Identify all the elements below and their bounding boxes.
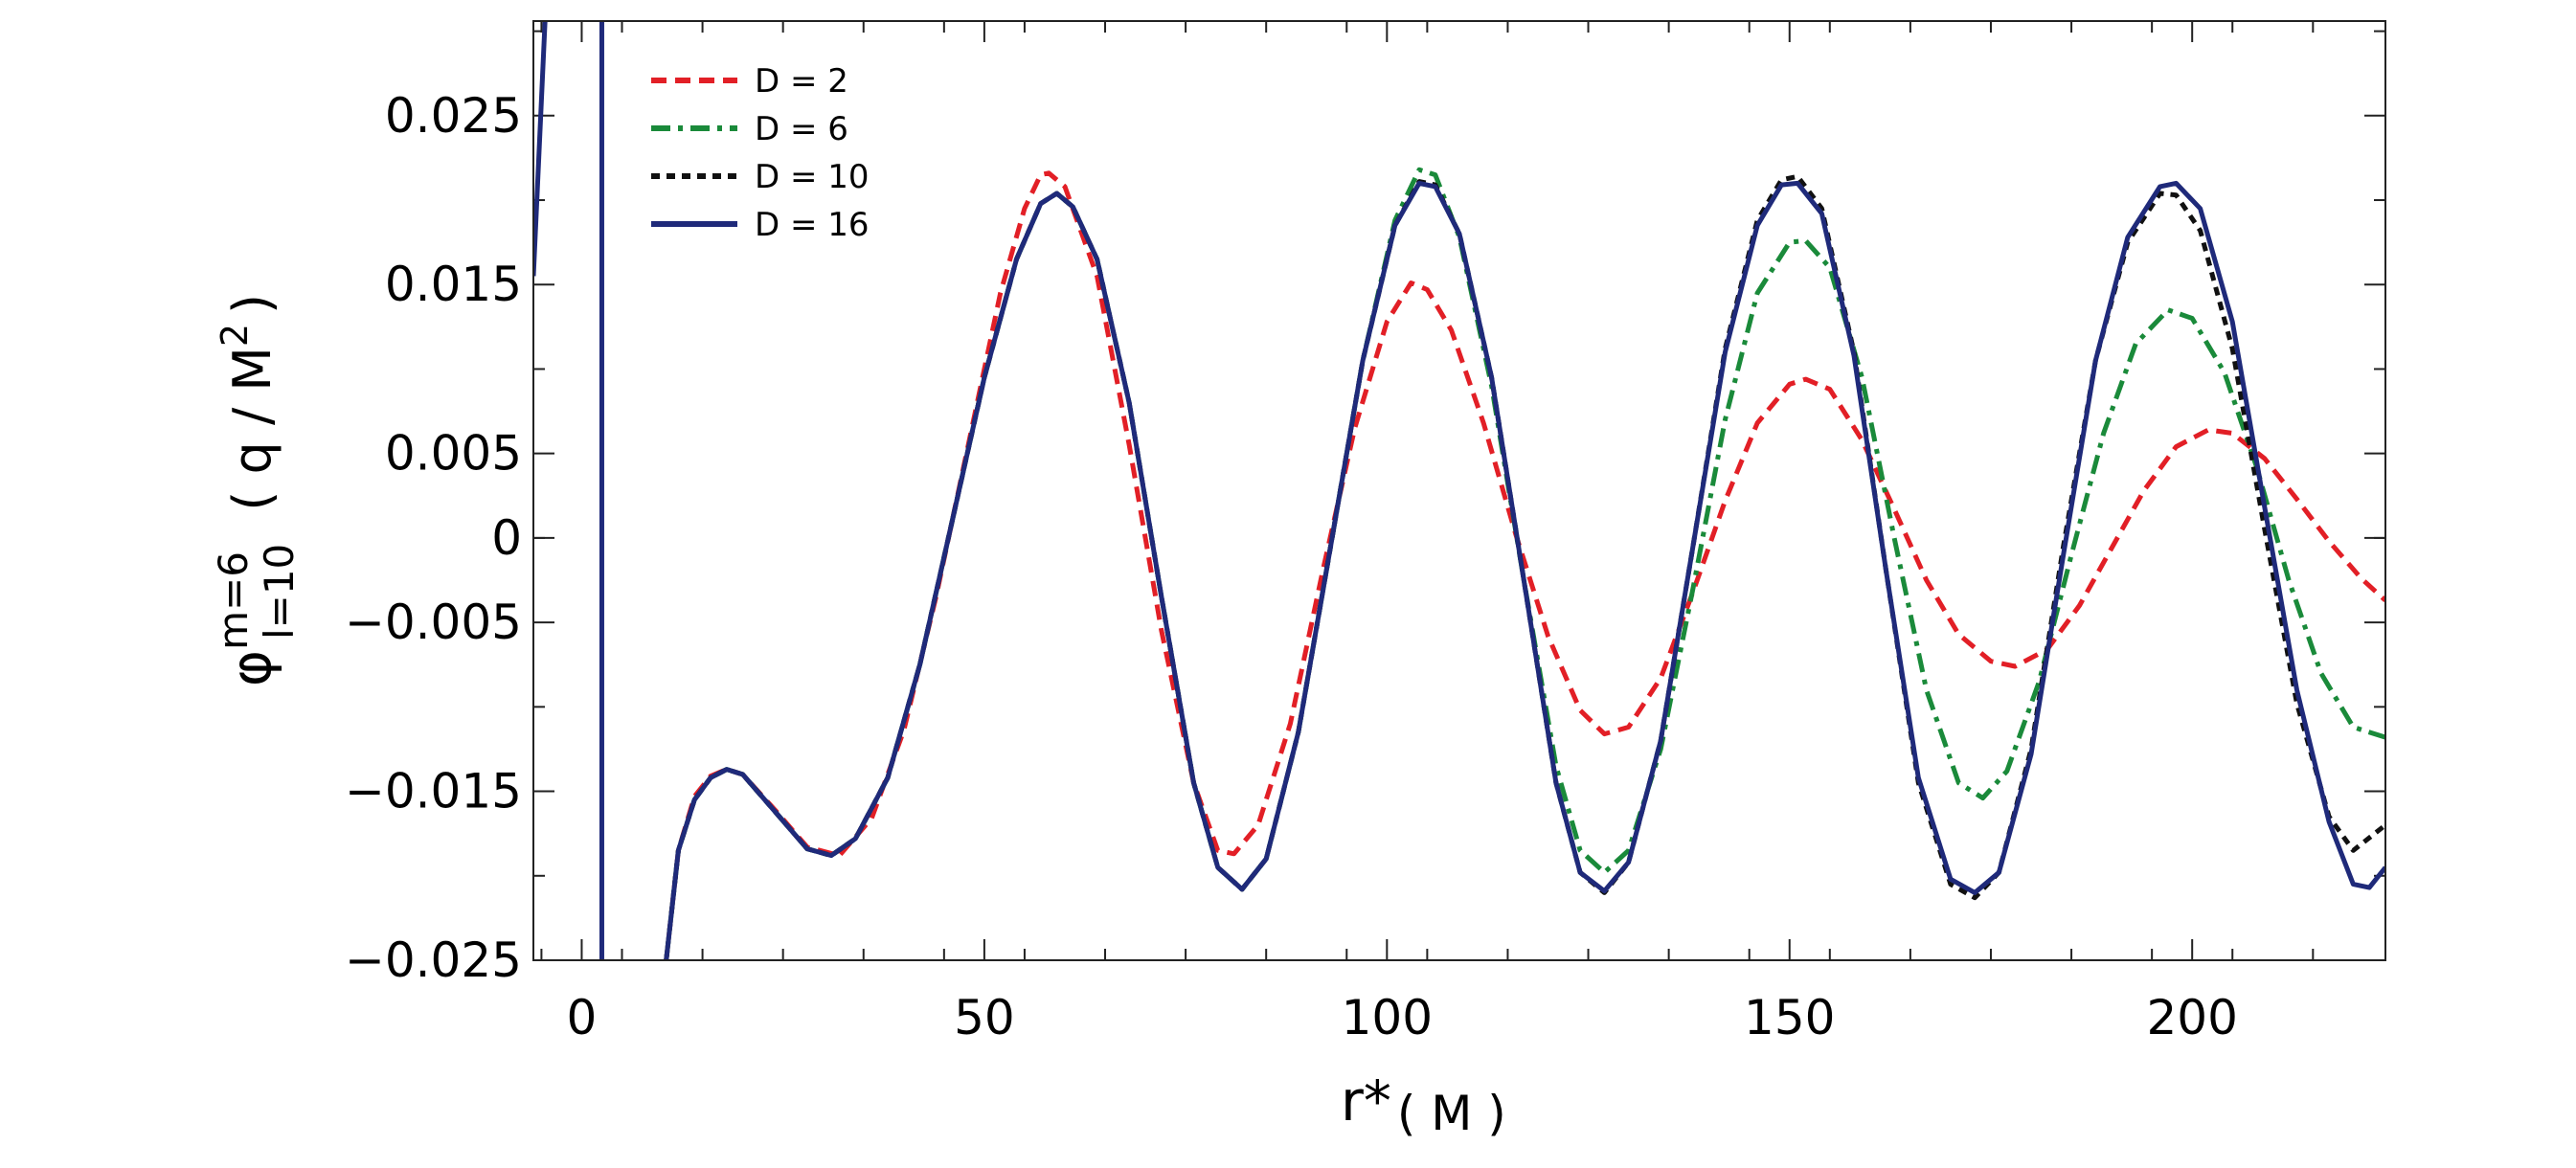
y-tick-label: 0 (491, 510, 522, 566)
y-tick-label: −0.015 (345, 764, 522, 820)
y-axis-label-unit-post: ) (222, 294, 282, 314)
y-axis-label-unit-pre: ( q / M (222, 347, 282, 511)
y-tick-label: 0.025 (385, 88, 522, 144)
y-tick-label: −0.025 (345, 932, 522, 988)
x-tick-label: 100 (1342, 990, 1433, 1045)
series-layer (533, 21, 2385, 960)
series-line-d-2 (664, 170, 2385, 960)
y-axis-label-symbol: φ (218, 650, 283, 686)
x-tick-label: 0 (567, 990, 598, 1045)
y-axis-label: φm=6l=10 ( q / M2) (210, 294, 303, 686)
y-axis-label-sub: l=10 (256, 544, 303, 640)
x-tick-label: 50 (954, 990, 1015, 1045)
y-axis-label-unit-sup: 2 (214, 324, 256, 347)
y-tick-labels: 0.025 0.015 0.005 0 −0.005 −0.015 −0.025 (345, 88, 522, 988)
x-axis-label: r*( M ) (1341, 1068, 1506, 1141)
x-tick-label: 150 (1744, 990, 1835, 1045)
legend-label: D = 16 (755, 206, 870, 244)
x-tick-label: 200 (2146, 990, 2237, 1045)
y-axis-label-sup: m=6 (210, 551, 257, 650)
y-tick-label: −0.005 (345, 595, 522, 650)
series-spike-left (533, 21, 548, 277)
y-tick-label: 0.015 (385, 257, 522, 312)
x-axis-label-main: r* (1341, 1068, 1391, 1134)
y-tick-label: 0.005 (385, 426, 522, 482)
legend-label: D = 6 (755, 110, 848, 148)
series-line-d-16 (664, 180, 2385, 960)
plot-frame (532, 20, 2386, 961)
legend-label: D = 10 (755, 158, 870, 196)
x-tick-labels: 0 50 100 150 200 (567, 990, 2238, 1045)
legend: D = 2 D = 6 D = 10 D = 16 (651, 62, 870, 244)
x-axis-label-unit: ( M ) (1397, 1086, 1506, 1141)
legend-label: D = 2 (755, 62, 848, 101)
